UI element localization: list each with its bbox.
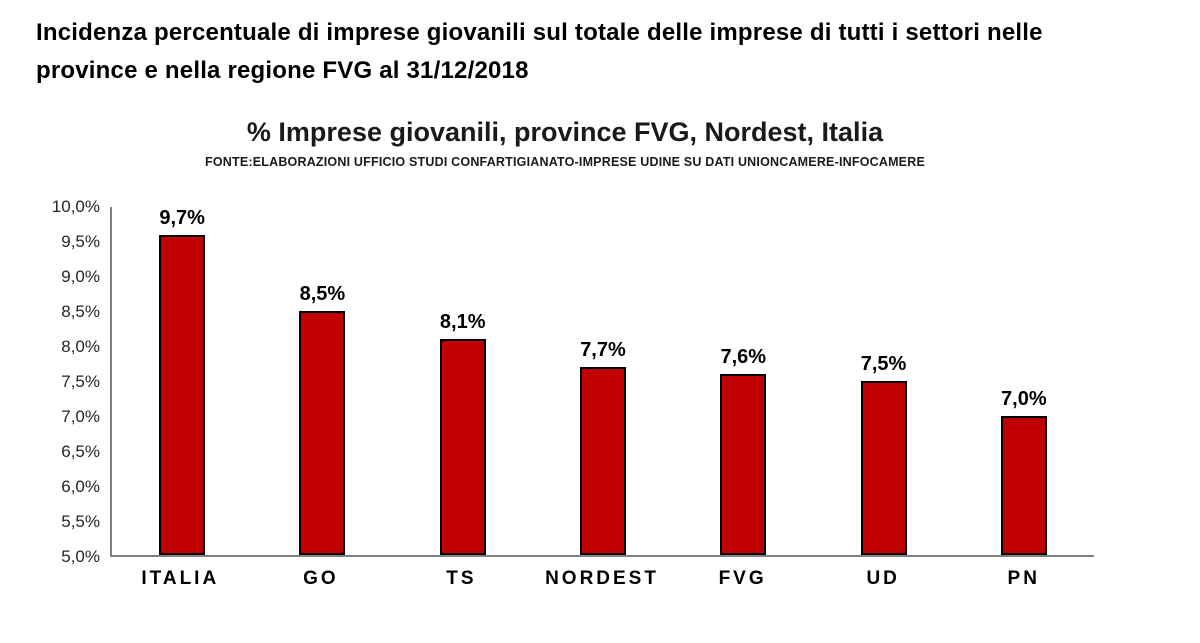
y-tick-label: 6,0% [61,476,100,496]
bar-value-label: 9,7% [159,206,205,229]
y-tick-label: 7,0% [61,406,100,426]
bar-value-label: 7,6% [720,345,767,368]
y-tick-label: 7,5% [61,371,100,391]
x-category-label-nordest: NORDEST [545,567,659,589]
y-tick-label: 8,0% [61,336,100,356]
bar-slot-ud: 7,5% [813,207,953,555]
bar-value-label: 8,5% [299,283,346,306]
plot-row: 5,0% 5,5% 6,0% 6,5% 7,0% 7,5% 8,0% 8,5% 9,0% 9,5%… [36,197,1094,566]
plot-area: 9,7% 8,5% 8,1% 7,7% 7,6% 7,5% 7,0% [110,206,1094,557]
y-tick-label: 5,0% [61,546,100,566]
x-category-label-pn: PN [1007,567,1040,589]
bar-slot-italia: 9,7% [112,207,252,555]
bar-slot-ts: 8,1% [393,207,533,555]
chart-source: FONTE:ELABORAZIONI UFFICIO STUDI CONFART… [205,154,925,169]
y-tick-label: 10,0% [51,196,100,216]
bar-ts [439,339,486,555]
bar-fvg [720,373,767,555]
page-title: Incidenza percentuale di imprese giovani… [36,19,1043,85]
x-axis: ITALIA GO TS NORDEST FVG UD PN [110,568,1094,590]
bar-slot-go: 8,5% [252,207,392,555]
bar-value-label: 8,1% [439,311,486,334]
chart-title: % Imprese giovanili, province FVG, Norde… [246,116,884,147]
x-category-label-fvg: FVG [718,567,767,589]
bar-ud [860,380,907,555]
bar-slot-nordest: 7,7% [533,207,673,555]
y-tick-label: 6,5% [61,441,100,461]
bar-slot-pn: 7,0% [954,207,1094,555]
bar-nordest [579,366,626,555]
x-category-label-ud: UD [866,567,900,589]
bar-italia [159,234,206,555]
bar-slot-fvg: 7,6% [673,207,813,555]
bar-chart: % Imprese giovanili, province FVG, Norde… [0,117,1094,590]
y-axis: 5,0% 5,5% 6,0% 6,5% 7,0% 7,5% 8,0% 8,5% 9,0% 9,5%… [36,197,110,566]
bar-pn [1000,415,1047,555]
y-tick-label: 8,5% [61,301,100,321]
bar-value-label: 7,5% [860,352,907,375]
y-tick-label: 9,0% [61,266,100,286]
y-tick-label: 5,5% [61,511,100,531]
bar-value-label: 7,7% [580,338,626,361]
x-category-label-ts: TS [446,567,477,589]
x-category-label-italia: ITALIA [141,567,220,589]
bar-value-label: 7,0% [1001,387,1047,410]
x-category-label-go: GO [303,567,339,589]
y-tick-label: 9,5% [61,231,100,251]
bar-go [299,311,346,555]
